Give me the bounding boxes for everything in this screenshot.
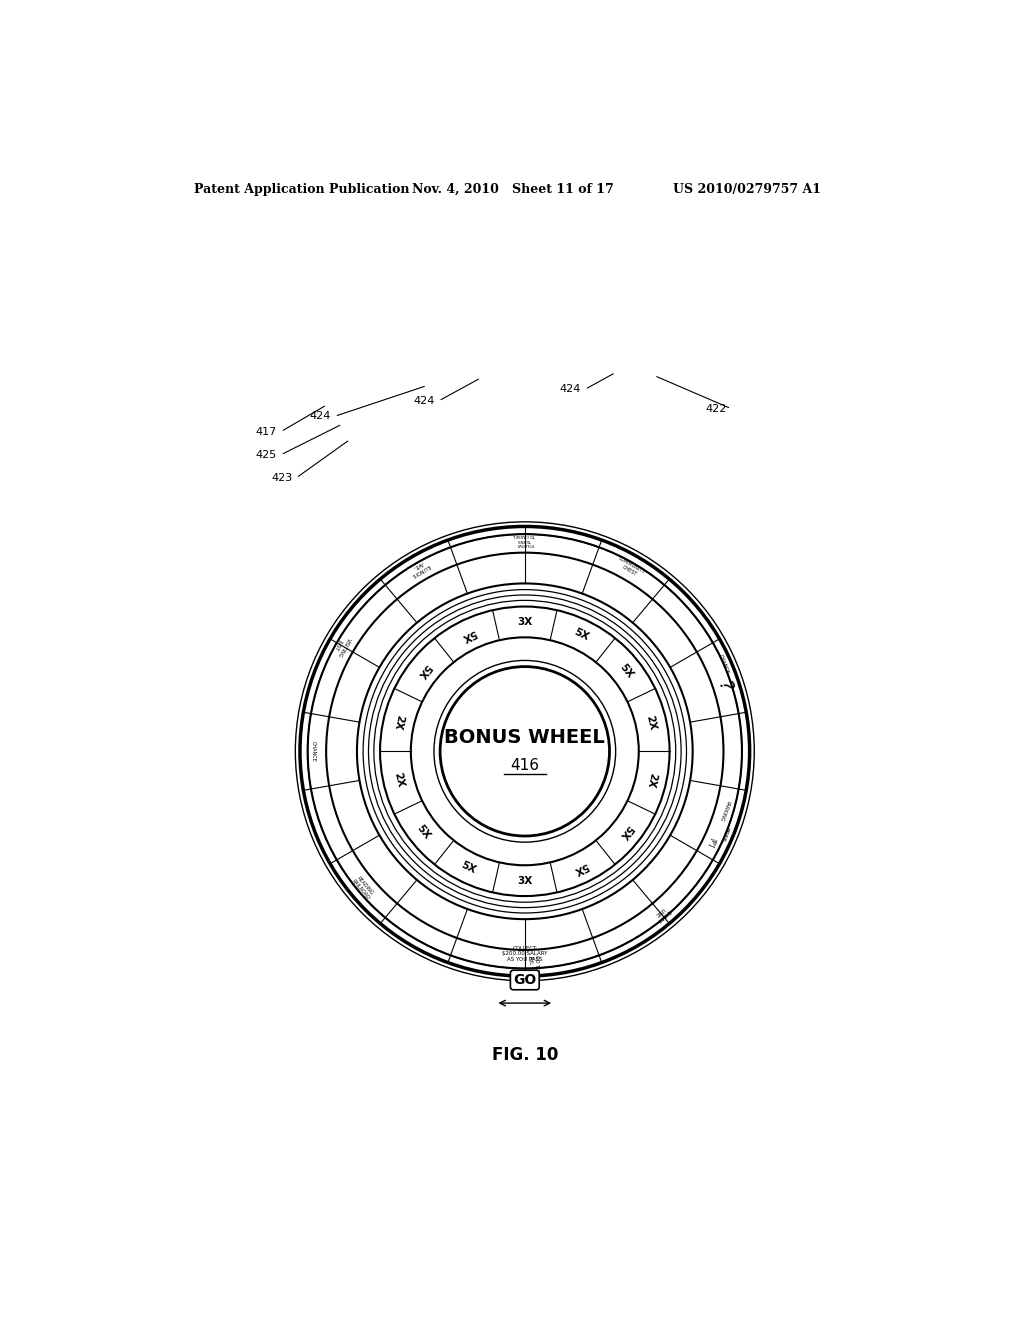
Text: 424: 424 (560, 384, 581, 395)
Text: 5X: 5X (617, 661, 635, 680)
Text: 5X: 5X (415, 661, 432, 680)
Text: READING
RAILROAD: READING RAILROAD (350, 874, 375, 900)
Text: 5X: 5X (460, 627, 478, 643)
Text: PARKING: PARKING (718, 800, 730, 821)
Text: 5X: 5X (617, 822, 635, 841)
Text: 416: 416 (510, 758, 540, 772)
Text: US 2010/0279757 A1: US 2010/0279757 A1 (674, 183, 821, 197)
Text: FREE: FREE (719, 826, 729, 842)
Text: FOLLOW
TURNS
TO CASSEL: FOLLOW TURNS TO CASSEL (513, 533, 537, 546)
Text: 425: 425 (256, 450, 276, 459)
Text: 2X: 2X (392, 714, 406, 731)
Text: 424: 424 (414, 396, 435, 407)
Text: CHANCE: CHANCE (718, 653, 730, 675)
Text: ILLINOIS
AVE.: ILLINOIS AVE. (408, 558, 430, 578)
Text: 424: 424 (309, 412, 331, 421)
Text: 5X: 5X (571, 861, 590, 875)
Text: 2X: 2X (392, 771, 406, 788)
Text: 423: 423 (271, 473, 292, 483)
Text: BONUS WHEEL: BONUS WHEEL (444, 727, 605, 747)
Text: [P]: [P] (708, 837, 717, 849)
Text: 422: 422 (706, 404, 727, 413)
Text: CHANCE: CHANCE (310, 741, 315, 762)
Text: 3X: 3X (517, 875, 532, 886)
Text: ?: ? (713, 678, 734, 694)
Text: 5X: 5X (415, 822, 432, 841)
Text: 5X: 5X (460, 861, 478, 875)
Text: GO: GO (513, 973, 537, 987)
Text: GO TO
JAIL: GO TO JAIL (528, 956, 540, 972)
Text: 2X: 2X (644, 771, 657, 788)
Text: FIG. 10: FIG. 10 (492, 1047, 558, 1064)
Text: VISITING
JUST: VISITING JUST (332, 634, 351, 657)
Text: SHORT
LINE: SHORT LINE (651, 904, 671, 923)
Text: COMMUNITY
CHEST: COMMUNITY CHEST (614, 556, 646, 581)
Text: Patent Application Publication: Patent Application Publication (194, 183, 410, 197)
Text: 417: 417 (256, 426, 276, 437)
Text: 2X: 2X (644, 714, 657, 731)
Text: 3X: 3X (517, 616, 532, 627)
Text: 5X: 5X (571, 627, 590, 643)
Text: COLLECT
$200.00 SALARY
AS YOU PASS: COLLECT $200.00 SALARY AS YOU PASS (502, 945, 548, 962)
Text: Nov. 4, 2010   Sheet 11 of 17: Nov. 4, 2010 Sheet 11 of 17 (412, 183, 613, 197)
